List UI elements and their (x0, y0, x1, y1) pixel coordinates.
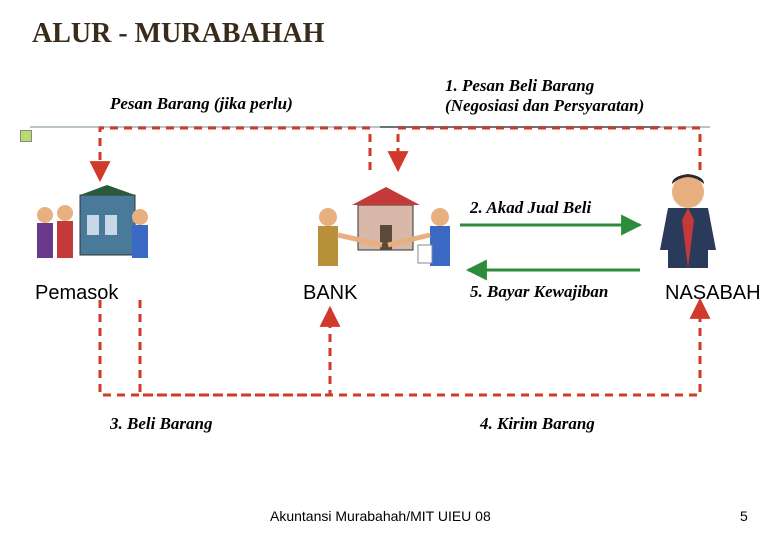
label-pesan-beli-1: 1. Pesan Beli Barang (445, 76, 594, 96)
nasabah-icon (648, 170, 728, 280)
entity-pemasok: Pemasok (35, 282, 118, 305)
entity-bank: BANK (303, 282, 357, 305)
label-bayar: 5. Bayar Kewajiban (470, 282, 608, 302)
entity-nasabah: NASABAH (665, 282, 761, 305)
pemasok-icon (25, 185, 155, 275)
label-pesan-barang: Pesan Barang (jika perlu) (110, 94, 293, 114)
label-akad: 2. Akad Jual Beli (470, 198, 591, 218)
divider-highlight (380, 126, 660, 128)
page-number: 5 (740, 508, 748, 524)
label-beli-barang: 3. Beli Barang (110, 414, 213, 434)
label-kirim-barang: 4. Kirim Barang (480, 414, 595, 434)
bullet-icon (20, 130, 32, 142)
footer-source: Akuntansi Murabahah/MIT UIEU 08 (270, 508, 491, 524)
label-pesan-beli-2: (Negosiasi dan Persyaratan) (445, 96, 644, 116)
bank-icon (310, 185, 460, 275)
page-title: ALUR - MURABAHAH (32, 18, 324, 50)
